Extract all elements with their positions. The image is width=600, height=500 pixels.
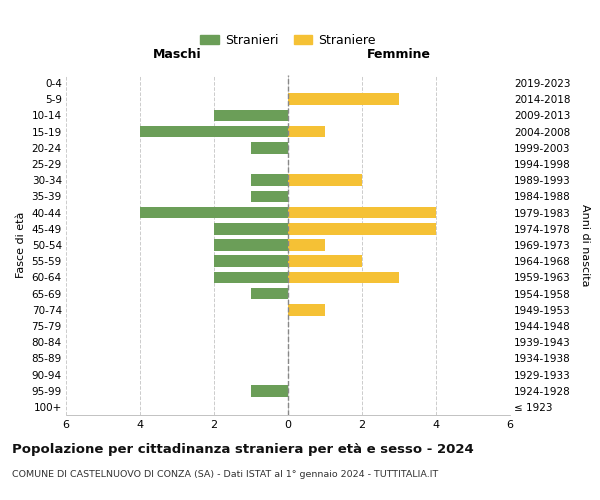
Bar bbox=[214, 256, 288, 267]
Bar bbox=[214, 110, 288, 122]
Bar bbox=[288, 94, 399, 105]
Y-axis label: Fasce di età: Fasce di età bbox=[16, 212, 26, 278]
Text: COMUNE DI CASTELNUOVO DI CONZA (SA) - Dati ISTAT al 1° gennaio 2024 - TUTTITALIA: COMUNE DI CASTELNUOVO DI CONZA (SA) - Da… bbox=[12, 470, 438, 479]
Legend: Stranieri, Straniere: Stranieri, Straniere bbox=[195, 28, 381, 52]
Bar bbox=[288, 239, 325, 251]
Bar bbox=[288, 126, 325, 138]
Bar bbox=[288, 174, 362, 186]
Bar bbox=[214, 223, 288, 234]
Bar bbox=[214, 272, 288, 283]
Bar bbox=[214, 239, 288, 251]
Text: Femmine: Femmine bbox=[367, 48, 431, 62]
Bar bbox=[140, 207, 288, 218]
Bar bbox=[251, 385, 288, 396]
Bar bbox=[288, 272, 399, 283]
Bar bbox=[288, 256, 362, 267]
Bar bbox=[251, 174, 288, 186]
Text: Popolazione per cittadinanza straniera per età e sesso - 2024: Popolazione per cittadinanza straniera p… bbox=[12, 442, 474, 456]
Bar bbox=[288, 304, 325, 316]
Bar bbox=[251, 190, 288, 202]
Bar bbox=[251, 288, 288, 300]
Bar bbox=[288, 223, 436, 234]
Bar bbox=[140, 126, 288, 138]
Bar bbox=[251, 142, 288, 154]
Bar bbox=[288, 207, 436, 218]
Y-axis label: Anni di nascita: Anni di nascita bbox=[580, 204, 590, 286]
Text: Maschi: Maschi bbox=[152, 48, 202, 62]
